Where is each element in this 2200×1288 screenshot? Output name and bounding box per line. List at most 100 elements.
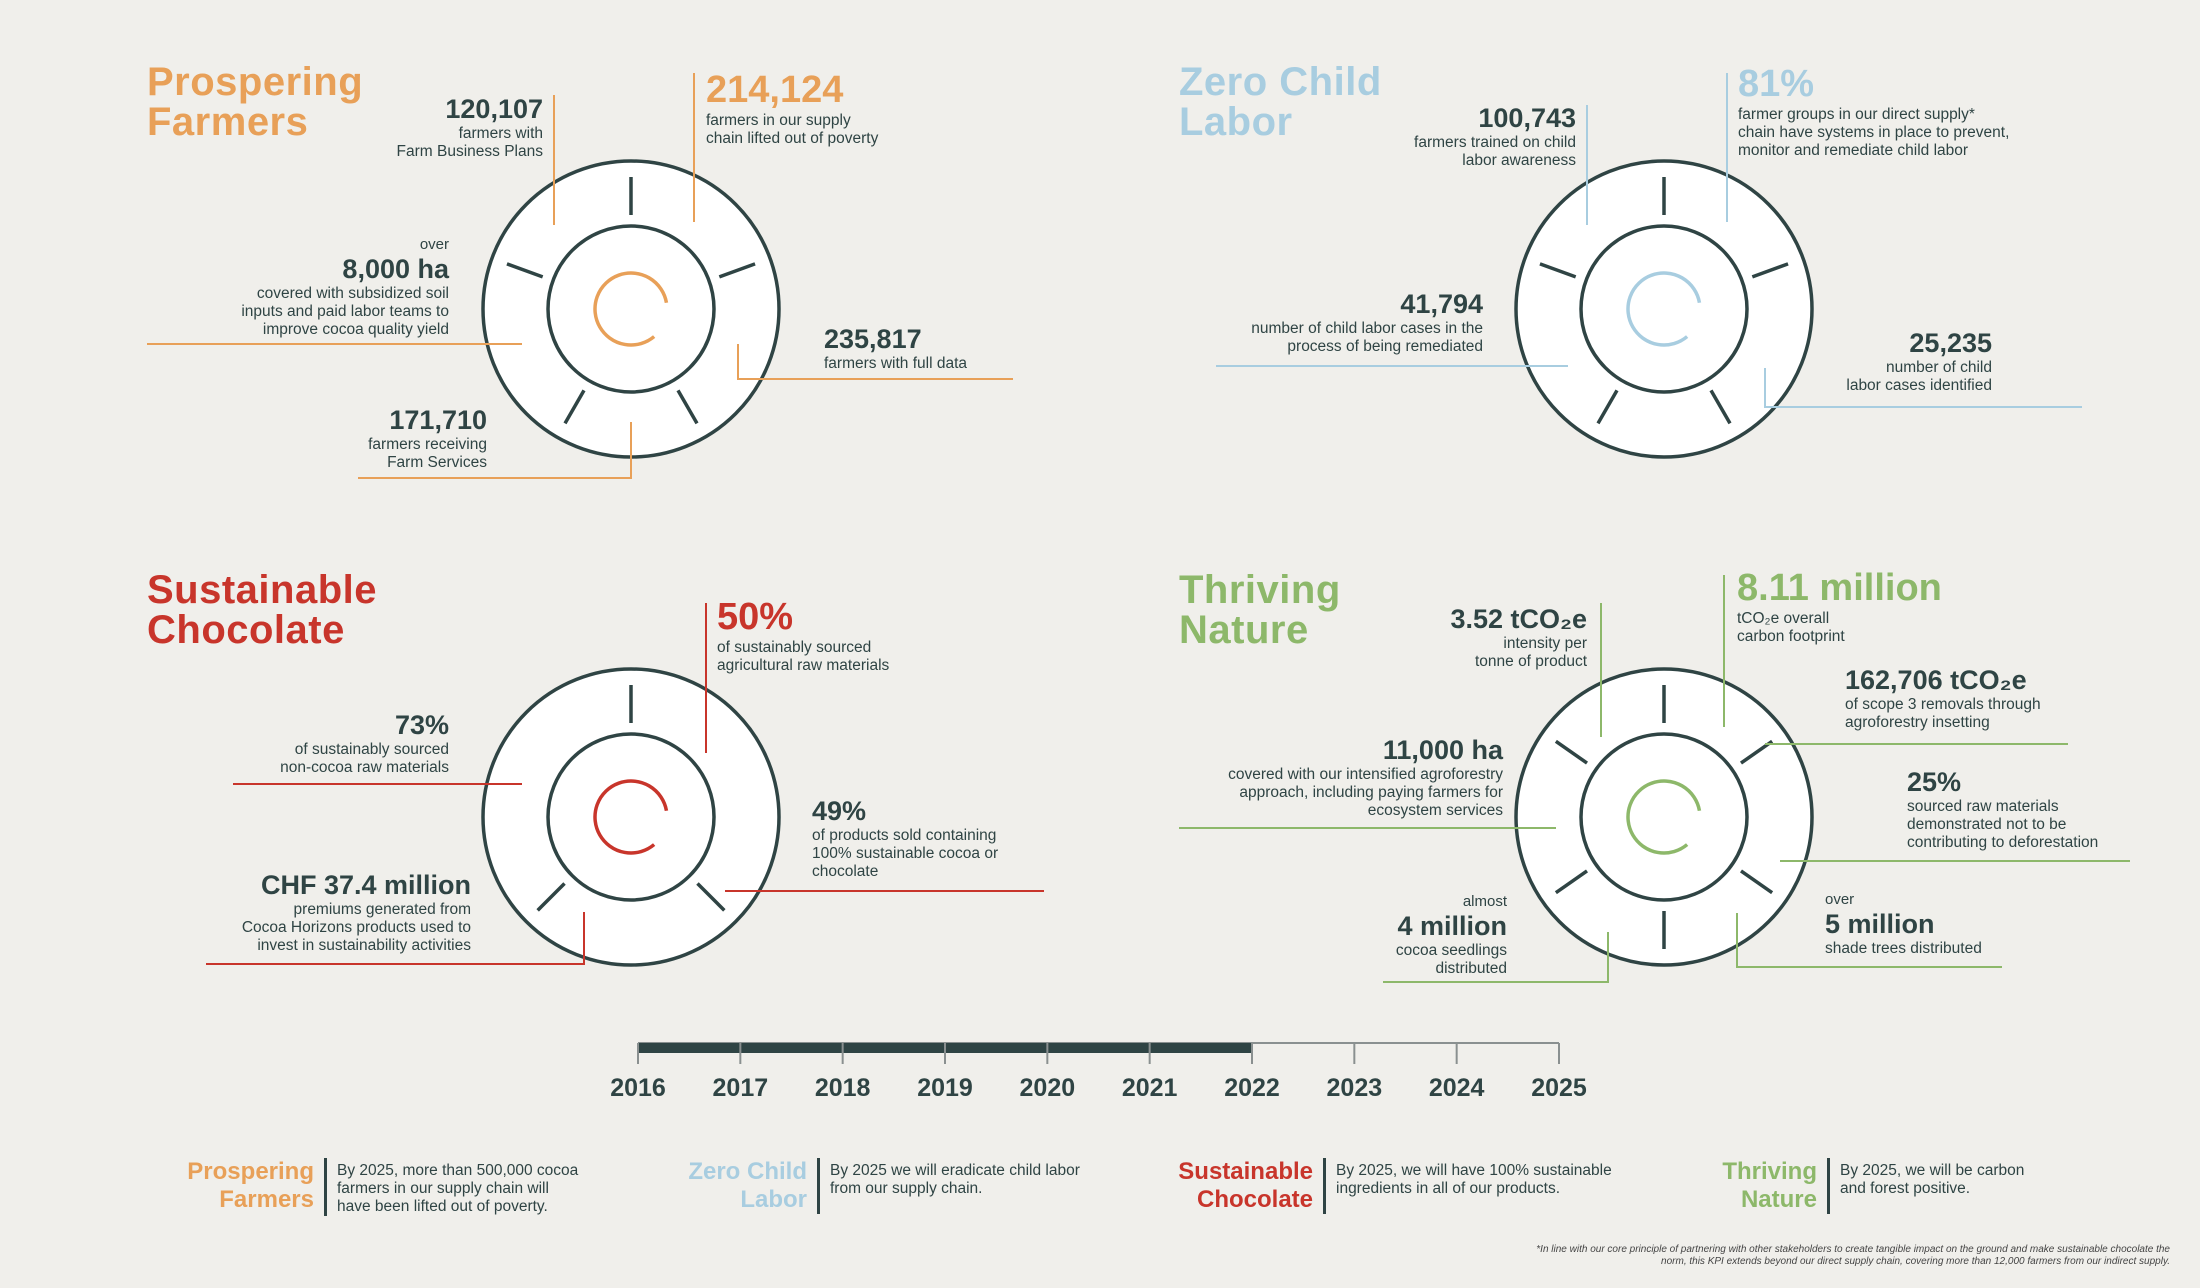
footnote: *In line with our core principle of part… — [1536, 1244, 2170, 1267]
zero-child-labor-emblem-ray — [1751, 262, 1789, 279]
thriving-nature-emblem-ray — [1554, 739, 1589, 765]
zero-child-labor-emblem-inner-ring — [1579, 224, 1749, 394]
stat-desc: of scope 3 removals through agroforestry… — [1845, 696, 2041, 731]
leader-line — [358, 422, 632, 479]
stat-deforestation-free: 25% sourced raw materials demonstrated no… — [1907, 766, 2098, 852]
stat-farm-services: 171,710 farmers receiving Farm Services — [368, 404, 487, 472]
timeline-year-label: 2017 — [712, 1074, 769, 1102]
goal-title: Thriving Nature — [1722, 1158, 1817, 1213]
stat-value: 120,107 — [445, 94, 543, 124]
stat-products-sustainable: 49% of products sold containing 100% sust… — [812, 795, 998, 881]
stat-value: 25% — [1907, 767, 1962, 797]
stat-desc: cocoa seedlings distributed — [1395, 942, 1507, 977]
timeline-year-label: 2023 — [1326, 1074, 1383, 1102]
goal-text: By 2025, more than 500,000 cocoa farmers… — [337, 1162, 579, 1215]
timeline-year-label: 2024 — [1428, 1074, 1485, 1102]
divider — [1323, 1158, 1326, 1214]
stat-cases-identified: 25,235 number of child labor cases identi… — [1846, 327, 1992, 395]
stat-value: 214,124 — [706, 69, 844, 111]
stat-value: 162,706 tCO₂e — [1845, 665, 2027, 695]
stat-carbon-footprint: 8.11 million tCO₂e overall carbon footpri… — [1737, 566, 1942, 646]
stat-value: 25,235 — [1909, 328, 1992, 358]
stat-desc: of sustainably sourced agricultural raw … — [717, 639, 890, 674]
sustainable-chocolate-emblem-inner-ring — [546, 732, 716, 902]
goal-title: Zero Child Labor — [688, 1158, 807, 1213]
stat-desc: number of child labor cases identified — [1846, 359, 1992, 394]
section-title-sustainable-chocolate: Sustainable Chocolate — [147, 568, 378, 652]
stat-desc: sourced raw materials demonstrated not t… — [1907, 798, 2099, 851]
thriving-nature-emblem-outer-ring — [1514, 667, 1814, 967]
stat-value: 100,743 — [1478, 103, 1576, 133]
prospering-farmers-emblem-ray — [676, 389, 699, 425]
sustainable-chocolate-emblem-ray — [696, 882, 726, 912]
stat-agri-raw-materials: 50% of sustainably sourced agricultural r… — [717, 595, 889, 675]
prospering-farmers-emblem-ray — [563, 389, 586, 425]
stat-desc: farmers with Farm Business Plans — [396, 125, 543, 160]
timeline-year-label: 2021 — [1121, 1074, 1178, 1102]
goal-title: Sustainable Chocolate — [1178, 1158, 1313, 1213]
stat-value: 50% — [717, 596, 794, 638]
divider — [324, 1158, 327, 1216]
leader-line — [1383, 932, 1609, 983]
stat-farmer-groups-systems: 81% farmer groups in our direct supply* c… — [1738, 62, 2009, 160]
stat-desc: covered with subsidized soil inputs and … — [241, 285, 449, 338]
section-title-prospering-farmers: Prospering Farmers — [147, 60, 364, 144]
goal-prospering-farmers: Prospering Farmers By 2025, more than 500… — [160, 1158, 578, 1216]
stat-prefix: over — [419, 236, 449, 253]
stat-desc: of products sold containing 100% sustain… — [812, 827, 999, 880]
goal-zero-child-labor: Zero Child Labor By 2025 we will eradicat… — [640, 1158, 1080, 1214]
stat-scope3-removals: 162,706 tCO₂e of scope 3 removals through… — [1845, 664, 2041, 732]
thriving-nature-emblem-inner-ring — [1579, 732, 1749, 902]
goal-text: By 2025, we will have 100% sustainable i… — [1336, 1162, 1612, 1197]
stat-agroforestry-hectares: 11,000 ha covered with our intensified ag… — [1228, 734, 1503, 820]
thriving-nature-emblem-accent-arc — [1626, 779, 1702, 855]
stat-desc: covered with our intensified agroforestr… — [1228, 766, 1503, 819]
divider — [1827, 1158, 1830, 1214]
goal-thriving-nature: Thriving Nature By 2025, we will be carbo… — [1700, 1158, 2024, 1214]
stat-value: 41,794 — [1400, 289, 1483, 319]
sustainable-chocolate-emblem-accent-arc — [593, 779, 669, 855]
timeline-year-label: 2020 — [1019, 1074, 1076, 1102]
goal-text: By 2025 we will eradicate child labor fr… — [830, 1162, 1080, 1197]
stat-cocoa-seedlings: almost 4 million cocoa seedlings distribut… — [1396, 893, 1507, 978]
stat-intensity: 3.52 tCO₂e intensity per tonne of product — [1450, 603, 1587, 671]
stat-value: 73% — [394, 710, 449, 740]
stat-value: 3.52 tCO₂e — [1450, 604, 1587, 634]
stat-cases-remediated: 41,794 number of child labor cases in the… — [1251, 288, 1483, 356]
prospering-farmers-emblem-ray — [718, 262, 756, 279]
stat-value: 8,000 ha — [342, 254, 449, 284]
stat-value: 171,710 — [389, 405, 487, 435]
stat-value: 49% — [812, 796, 867, 826]
stat-desc: tCO₂e overall carbon footprint — [1737, 610, 1845, 645]
zero-child-labor-emblem-ray — [1539, 262, 1577, 279]
stat-non-cocoa-raw: 73% of sustainably sourced non-cocoa raw … — [280, 709, 449, 777]
stat-value: 4 million — [1397, 911, 1507, 941]
stat-farm-business-plans: 120,107 farmers with Farm Business Plans — [397, 93, 543, 161]
stat-value: 235,817 — [824, 324, 922, 354]
thriving-nature-emblem-ray — [1554, 869, 1589, 895]
prospering-farmers-emblem-inner-ring — [546, 224, 716, 394]
zero-child-labor-emblem-ray — [1596, 389, 1619, 425]
goal-title: Prospering Farmers — [187, 1158, 314, 1213]
leader-line — [1736, 913, 2002, 968]
leader-line — [737, 344, 1013, 380]
timeline-year-label: 2016 — [610, 1074, 666, 1102]
stat-desc: farmer groups in our direct supply* chai… — [1738, 106, 2010, 159]
stat-full-data: 235,817 farmers with full data — [824, 323, 967, 373]
stat-lifted-out-of-poverty: 214,124 farmers in our supply chain lifte… — [706, 68, 878, 148]
timeline-year-label: 2019 — [917, 1074, 973, 1102]
timeline-year-label: 2018 — [814, 1074, 871, 1102]
stat-value: 11,000 ha — [1382, 735, 1503, 765]
divider — [817, 1158, 820, 1214]
goal-sustainable-chocolate: Sustainable Chocolate By 2025, we will ha… — [1150, 1158, 1612, 1214]
stat-value: 8.11 million — [1737, 567, 1942, 609]
stat-desc: farmers trained on child labor awareness — [1414, 134, 1576, 169]
section-title-zero-child-labor: Zero Child Labor — [1179, 60, 1382, 144]
stat-desc: intensity per tonne of product — [1474, 635, 1587, 670]
stat-shade-trees: over 5 million shade trees distributed — [1825, 891, 1982, 958]
section-title-thriving-nature: Thriving Nature — [1179, 568, 1341, 652]
stat-desc: of sustainably sourced non-cocoa raw mat… — [280, 741, 449, 776]
stat-value: 5 million — [1825, 909, 1935, 939]
stat-prefix: over — [1825, 891, 1855, 908]
zero-child-labor-emblem-accent-arc — [1626, 271, 1702, 347]
